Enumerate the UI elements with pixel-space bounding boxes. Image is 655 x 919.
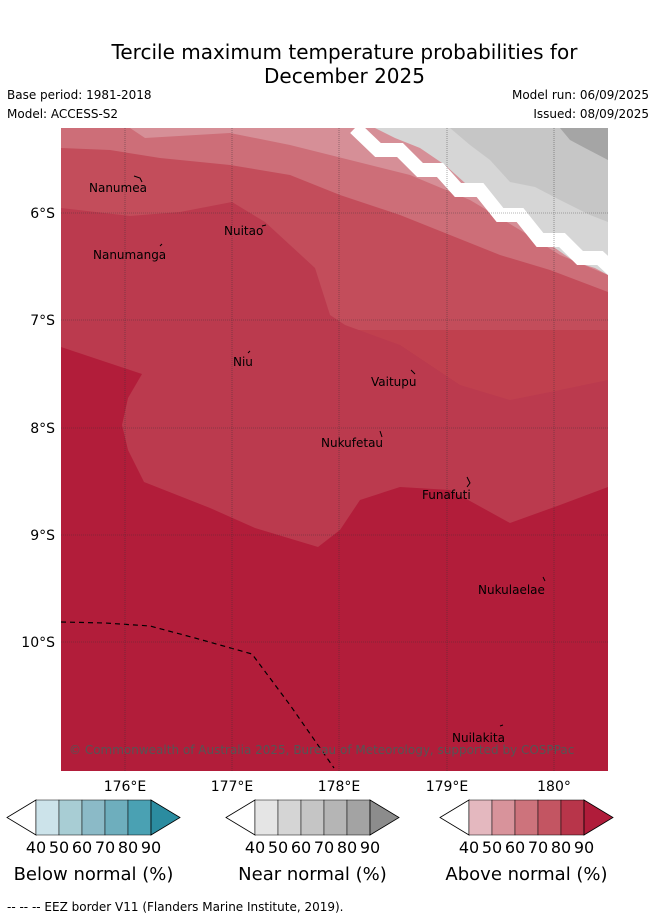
colorbar-tick-label: 40 (245, 838, 265, 857)
colorbar-tick-label: 80 (551, 838, 571, 857)
colorbar-title: Below normal (%) (14, 864, 174, 885)
lon-tick-177e: 177°E (211, 779, 254, 795)
band-near-60 (450, 128, 608, 222)
colorbar-segment (514, 799, 539, 836)
colorbar-tick-label: 90 (360, 838, 380, 857)
colorbar-extend-low (225, 799, 256, 836)
label-niu: Niu (233, 355, 253, 369)
label-nukufetau: Nukufetau (321, 436, 383, 450)
model-name: Model: ACCESS-S2 (7, 107, 119, 121)
eez-border (61, 621, 335, 769)
colorbar-segment (127, 799, 152, 836)
model-run: Model run: 06/09/2025 (511, 88, 649, 102)
title-line-2: December 2025 (264, 64, 425, 88)
colorbar-tick-label: 50 (49, 838, 69, 857)
colorbar-segment (560, 799, 585, 836)
lat-tick-7s: 7°S (30, 313, 55, 329)
probability-field (61, 128, 608, 771)
colorbar-above: 40 50 60 70 80 90 Above normal (%) (439, 799, 614, 885)
colorbar-tick-label: 70 (314, 838, 334, 857)
place-labels: Nanumea Nuitao Nanumanga Niu Vaitupu Nuk… (89, 181, 545, 745)
label-nukulaelae: Nukulaelae (478, 583, 545, 597)
islands (133, 175, 546, 727)
label-funafuti: Funafuti (422, 488, 471, 502)
band-above-90 (61, 347, 608, 771)
colorbar-tick-label: 60 (72, 838, 92, 857)
colorbar-extend-low (6, 799, 37, 836)
colorbar-tick-label: 50 (482, 838, 502, 857)
tercile-boundary (350, 128, 608, 276)
map-title: Tercile maximum temperature probabilitie… (0, 40, 655, 88)
lon-tick-178e: 178°E (318, 779, 361, 795)
colorbar-title: Near normal (%) (238, 864, 387, 885)
base-period: Base period: 1981-2018 (7, 88, 152, 102)
lat-ticks: 6°S 7°S 8°S 9°S 10°S (21, 206, 55, 651)
colorbar-tick-label: 40 (459, 838, 479, 857)
lon-tick-176e: 176°E (104, 779, 147, 795)
colorbar-segment (323, 799, 348, 836)
title-line-1: Tercile maximum temperature probabilitie… (111, 40, 578, 64)
copyright-credit: © Commonwealth of Australia 2025, Bureau… (69, 743, 574, 757)
colorbar-extend-high (369, 799, 400, 836)
colorbar-extend-high (583, 799, 614, 836)
label-nanumanga: Nanumanga (93, 248, 166, 262)
colorbar-tick-label: 90 (141, 838, 161, 857)
colorbar-tick-label: 70 (528, 838, 548, 857)
colorbar-extend-high (150, 799, 181, 836)
label-vaitupu: Vaitupu (371, 375, 417, 389)
colorbar-tick-label: 80 (118, 838, 138, 857)
colorbar-segment (277, 799, 302, 836)
lat-tick-8s: 8°S (30, 421, 55, 437)
colorbar-segment (537, 799, 562, 836)
lon-ticks: 176°E 177°E 178°E 179°E 180° (104, 779, 571, 795)
colorbar-tick-label: 90 (574, 838, 594, 857)
label-nuilakita: Nuilakita (452, 731, 505, 745)
eez-footnote: -- -- -- EEZ border V11 (Flanders Marine… (7, 900, 344, 914)
band-near-70 (560, 128, 608, 160)
colorbar-tick-label: 80 (337, 838, 357, 857)
colorbar-segment (104, 799, 129, 836)
colorbar-tick-label: 60 (505, 838, 525, 857)
issued-date: Issued: 08/09/2025 (533, 107, 649, 121)
lat-tick-9s: 9°S (30, 528, 55, 544)
colorbar-segment (58, 799, 83, 836)
colorbar-title: Above normal (%) (445, 864, 607, 885)
colorbar-segment (346, 799, 371, 836)
label-nanumea: Nanumea (89, 181, 147, 195)
lon-tick-180: 180° (537, 779, 571, 795)
colorbar-tick-label: 40 (26, 838, 46, 857)
lon-tick-179e: 179°E (426, 779, 469, 795)
lat-tick-10s: 10°S (21, 635, 55, 651)
colorbar-segment (468, 799, 493, 836)
colorbar-segment (35, 799, 60, 836)
label-nuitao: Nuitao (224, 224, 263, 238)
colorbar-segment (254, 799, 279, 836)
colorbar-tick-label: 50 (268, 838, 288, 857)
colorbar-tick-label: 70 (95, 838, 115, 857)
colorbar-segment (491, 799, 516, 836)
colorbar-segment (81, 799, 106, 836)
colorbar-tick-label: 60 (291, 838, 311, 857)
colorbar-segment (300, 799, 325, 836)
lat-tick-6s: 6°S (30, 206, 55, 222)
colorbar-near: 40 50 60 70 80 90 Near normal (%) (225, 799, 400, 885)
colorbar-below: 40 50 60 70 80 90 Below normal (%) (6, 799, 181, 885)
colorbar-extend-low (439, 799, 470, 836)
